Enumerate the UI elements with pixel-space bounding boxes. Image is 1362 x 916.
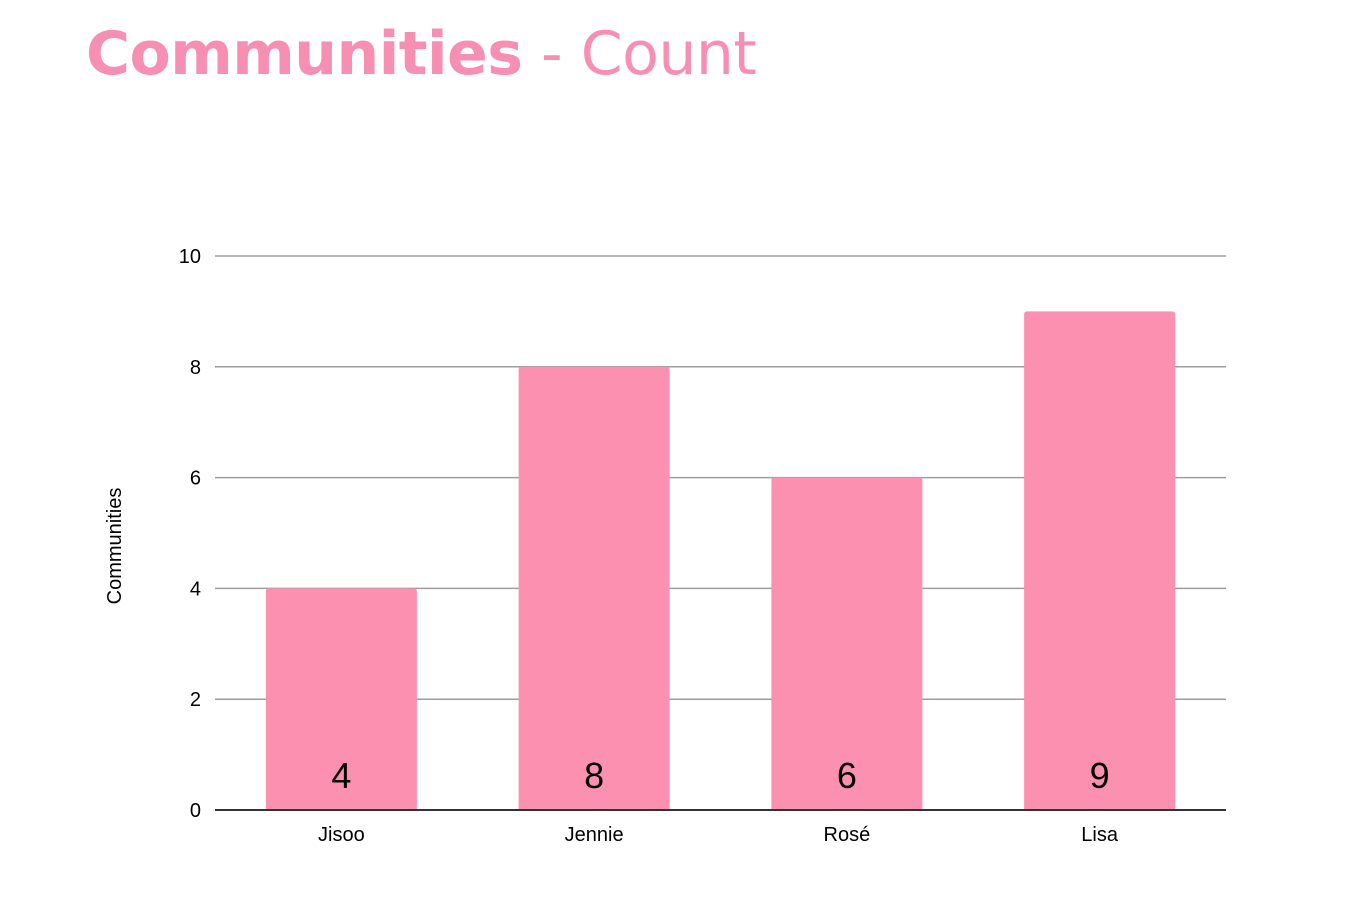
data-label: 6	[837, 755, 857, 796]
y-tick-label: 8	[190, 357, 201, 379]
axes: 0 2 4 6 8 10 Jisoo Jennie Rosé Lisa	[179, 246, 1226, 846]
bar-ros	[771, 477, 923, 810]
y-tick-label: 6	[190, 468, 201, 490]
title-strong-text: Communities	[86, 19, 523, 89]
bar-jisoo	[265, 588, 417, 810]
y-tick-label: 0	[190, 800, 201, 822]
page-title: Communities - Count	[86, 14, 757, 94]
x-tick-label: Rosé	[824, 824, 871, 846]
y-tick-label: 2	[190, 689, 201, 711]
x-tick-label: Jisoo	[318, 824, 365, 846]
y-tick-label: 10	[179, 246, 201, 268]
x-tick-label: Lisa	[1081, 824, 1119, 846]
data-labels: 4 8 6 9	[331, 755, 1109, 796]
bar-jennie	[518, 366, 670, 810]
data-label: 9	[1090, 755, 1110, 796]
bar-lisa	[1024, 311, 1176, 810]
y-tick-label: 4	[190, 578, 201, 600]
x-tick-label: Jennie	[565, 824, 624, 846]
bars	[265, 311, 1176, 810]
y-axis-title: Communities	[104, 488, 126, 605]
title-rest-text: - Count	[522, 19, 757, 89]
data-label: 4	[331, 755, 351, 796]
data-label: 8	[584, 755, 604, 796]
